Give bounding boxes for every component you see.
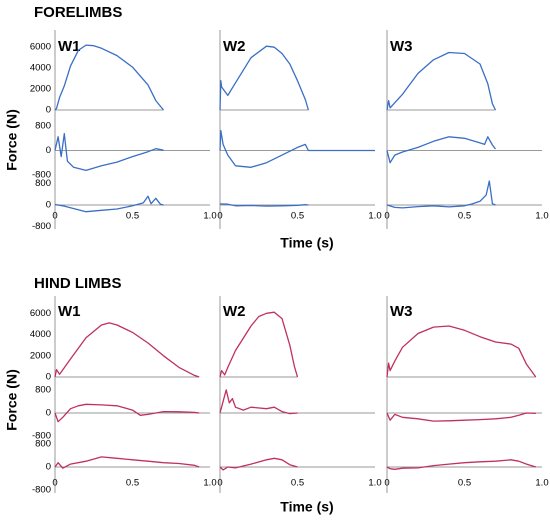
x-tick-label: 0.5 xyxy=(458,478,471,489)
x-tick-label: 0.5 xyxy=(458,211,471,222)
force-trace-row-1 xyxy=(54,322,200,378)
force-trace-row-2 xyxy=(219,129,375,168)
y-tick-label: 800 xyxy=(35,178,51,189)
force-trace-row-3 xyxy=(54,195,164,213)
y-axis-label: Force (N) xyxy=(4,109,20,170)
y-tick-label: 6000 xyxy=(30,42,51,53)
panel-w1: W1 0 0.5 1.0 xyxy=(52,296,217,493)
panel-label: W1 xyxy=(58,38,81,55)
x-tick-label: 1.0 xyxy=(203,478,216,489)
y-tick-label: 2000 xyxy=(30,84,51,95)
force-trace-row-3 xyxy=(386,180,496,209)
x-tick-label: 0.5 xyxy=(126,211,139,222)
force-trace-row-3 xyxy=(219,457,298,471)
force-trace-row-3 xyxy=(386,459,536,470)
section-title: FORELIMBS xyxy=(34,4,122,21)
x-tick-label: 0.5 xyxy=(291,211,304,222)
section-0: FORELIMBS Force (N) Time (s) 6000 4000 2000 0 8… xyxy=(4,4,549,251)
x-tick-label: 0.5 xyxy=(291,478,304,489)
y-tick-label: 0 xyxy=(46,372,51,383)
x-tick-label: 0 xyxy=(52,478,57,489)
x-tick-label: 1.0 xyxy=(535,211,548,222)
force-trace-row-2 xyxy=(54,403,200,423)
y-tick-label: -800 xyxy=(32,221,51,232)
y-tick-label: 800 xyxy=(35,438,51,449)
force-trace-row-1 xyxy=(54,44,165,111)
panel-label: W2 xyxy=(223,38,246,55)
y-tick-label: 0 xyxy=(46,105,51,116)
force-trace-row-3 xyxy=(54,456,200,469)
section-1: HIND LIMBS Force (N) Time (s) 6000 4000 2000 0… xyxy=(4,275,549,515)
y-tick-label: 4000 xyxy=(30,63,51,74)
y-tick-label: 800 xyxy=(35,384,51,395)
panel-label: W2 xyxy=(223,303,246,320)
force-trace-row-1 xyxy=(386,51,497,111)
x-tick-label: 0 xyxy=(217,478,222,489)
force-trace-row-2 xyxy=(219,389,298,415)
y-tick-label: 4000 xyxy=(30,329,51,340)
force-trace-row-2 xyxy=(54,133,164,172)
panel-w3: W3 0 0.5 1.0 xyxy=(384,296,549,493)
y-tick-label: 0 xyxy=(46,408,51,419)
panel-w2: W2 0 0.5 1.0 xyxy=(217,30,382,229)
y-tick-label: 6000 xyxy=(30,308,51,319)
y-tick-label: 0 xyxy=(46,145,51,156)
x-axis-label: Time (s) xyxy=(280,235,333,251)
force-trace-row-2 xyxy=(386,136,497,164)
panel-w2: W2 0 0.5 1.0 xyxy=(217,296,382,493)
y-tick-label: -800 xyxy=(32,169,51,180)
x-tick-label: 0 xyxy=(384,478,389,489)
x-tick-label: 0 xyxy=(52,211,57,222)
panel-label: W3 xyxy=(390,303,413,320)
y-tick-label: 800 xyxy=(35,121,51,132)
x-tick-label: 1.0 xyxy=(368,478,381,489)
x-tick-label: 0 xyxy=(217,211,222,222)
force-trace-row-2 xyxy=(386,412,536,422)
y-tick-label: -800 xyxy=(32,485,51,496)
x-axis-label: Time (s) xyxy=(280,499,333,515)
x-tick-label: 1.0 xyxy=(368,211,381,222)
y-tick-label: 2000 xyxy=(30,350,51,361)
section-title: HIND LIMBS xyxy=(34,275,122,292)
y-tick-label: 0 xyxy=(46,462,51,473)
force-trace-row-1 xyxy=(386,325,537,378)
x-tick-label: 1.0 xyxy=(203,211,216,222)
y-tick-label: -800 xyxy=(32,431,51,442)
x-tick-label: 0 xyxy=(384,211,389,222)
force-trace-row-1 xyxy=(219,45,310,111)
y-axis-label: Force (N) xyxy=(4,369,20,430)
panel-label: W1 xyxy=(58,303,81,320)
force-trace-row-1 xyxy=(219,311,299,378)
panel-label: W3 xyxy=(390,38,413,55)
x-tick-label: 1.0 xyxy=(535,478,548,489)
x-tick-label: 0.5 xyxy=(126,478,139,489)
y-tick-label: 0 xyxy=(46,200,51,211)
panel-w3: W3 0 0.5 1.0 xyxy=(384,30,549,229)
panel-w1: W1 0 0.5 1.0 xyxy=(52,30,217,229)
force-trace-row-3 xyxy=(219,203,309,207)
